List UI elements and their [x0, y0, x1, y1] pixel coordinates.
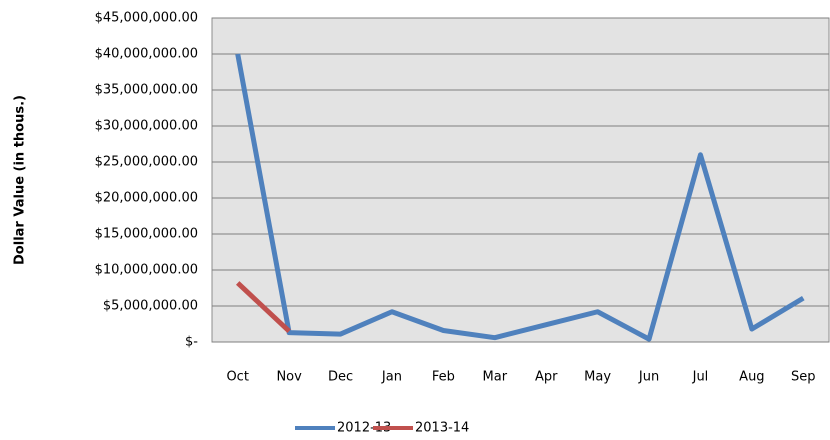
y-tick-label: $25,000,000.00 — [95, 155, 198, 170]
y-tick-label: $40,000,000.00 — [95, 47, 198, 62]
plot-area — [211, 17, 830, 343]
x-tick-label: Nov — [276, 370, 302, 385]
x-tick-label: Jul — [692, 370, 709, 385]
x-tick-label: Sep — [791, 370, 816, 385]
y-tick-label: $10,000,000.00 — [95, 263, 198, 278]
x-tick-label: Oct — [226, 370, 248, 385]
y-tick-label: $15,000,000.00 — [95, 227, 198, 242]
series-line — [235, 281, 291, 334]
x-tick-label: Jun — [638, 370, 659, 385]
y-tick-label: $- — [185, 335, 198, 350]
x-tick-label: Dec — [328, 370, 353, 385]
x-tick-label: Feb — [432, 370, 455, 385]
y-tick-label: $20,000,000.00 — [95, 191, 198, 206]
x-tick-label: Mar — [483, 370, 508, 385]
y-axis-label: Dollar Value (in thous.) — [13, 95, 28, 265]
x-tick-label: May — [584, 370, 611, 385]
x-tick-label: Aug — [739, 370, 764, 385]
y-tick-label: $30,000,000.00 — [95, 119, 198, 134]
y-tick-label: $5,000,000.00 — [103, 299, 198, 314]
y-tick-label: $35,000,000.00 — [95, 83, 198, 98]
legend-label: 2013-14 — [415, 421, 469, 436]
series-line — [235, 53, 805, 342]
x-tick-label: Apr — [535, 370, 558, 385]
y-tick-label: $45,000,000.00 — [95, 11, 198, 26]
legend-label: 2012-13 — [337, 421, 391, 436]
x-tick-label: Jan — [381, 370, 402, 385]
